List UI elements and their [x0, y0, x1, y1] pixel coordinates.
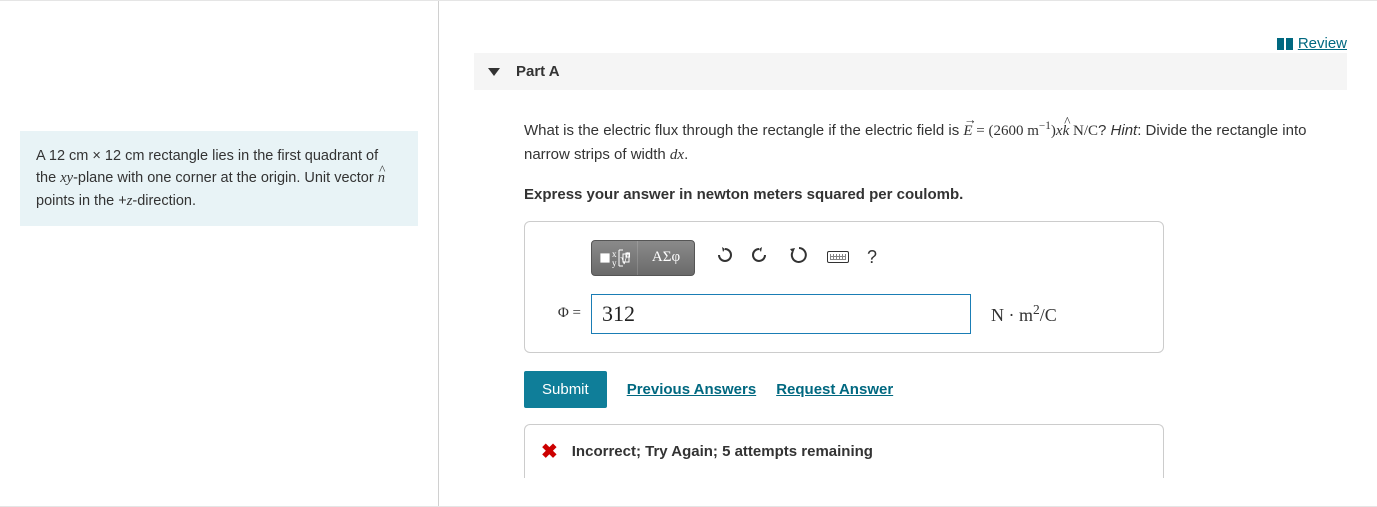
actions-row: Submit Previous Answers Request Answer [524, 371, 1347, 408]
greek-label: ΑΣφ [652, 249, 680, 266]
feedback-message: Incorrect; Try Again; 5 attempts remaini… [572, 443, 873, 460]
review-link[interactable]: Review [1276, 35, 1347, 52]
greek-button[interactable]: ΑΣφ [638, 241, 694, 275]
phi-symbol: Φ = [543, 305, 581, 322]
answer-row: Φ = N · m2/C [543, 294, 1145, 334]
unit-label: N · m2/C [991, 302, 1057, 326]
review-label: Review [1298, 35, 1347, 52]
feedback-box: ✖ Incorrect; Try Again; 5 attempts remai… [524, 424, 1164, 478]
caret-down-icon [488, 68, 500, 76]
template-button[interactable]: x y √ [592, 241, 638, 275]
left-pane: A 12 cm × 12 cm rectangle lies in the fi… [0, 1, 438, 506]
book-icon [1276, 37, 1294, 51]
answer-instruction: Express your answer in newton meters squ… [524, 186, 1347, 203]
submit-button[interactable]: Submit [524, 371, 607, 408]
svg-text:√: √ [620, 252, 629, 268]
right-pane: Review Part A What is the electric flux … [439, 1, 1377, 506]
previous-answers-link[interactable]: Previous Answers [627, 381, 757, 398]
equation-toolbar: x y √ ΑΣφ [591, 240, 1145, 276]
help-button[interactable]: ? [867, 247, 877, 268]
keyboard-button[interactable] [827, 247, 849, 268]
undo-button[interactable] [713, 245, 733, 270]
toolbar-icons: ? [713, 245, 877, 270]
problem-text: A 12 cm × 12 cm rectangle lies in the fi… [36, 148, 385, 209]
question-text: What is the electric flux through the re… [524, 118, 1347, 168]
part-header[interactable]: Part A [474, 53, 1347, 90]
request-answer-link[interactable]: Request Answer [776, 381, 893, 398]
redo-button[interactable] [751, 245, 771, 270]
reset-button[interactable] [789, 245, 809, 270]
answer-panel: x y √ ΑΣφ [524, 221, 1164, 353]
incorrect-icon: ✖ [541, 439, 558, 464]
keyboard-icon [827, 251, 849, 263]
tool-group: x y √ ΑΣφ [591, 240, 695, 276]
question-body: What is the electric flux through the re… [474, 90, 1357, 478]
part-label: Part A [516, 63, 560, 80]
svg-text:y: y [612, 258, 617, 268]
problem-statement: A 12 cm × 12 cm rectangle lies in the fi… [20, 131, 418, 226]
answer-input[interactable] [591, 294, 971, 334]
page-root: A 12 cm × 12 cm rectangle lies in the fi… [0, 0, 1377, 507]
